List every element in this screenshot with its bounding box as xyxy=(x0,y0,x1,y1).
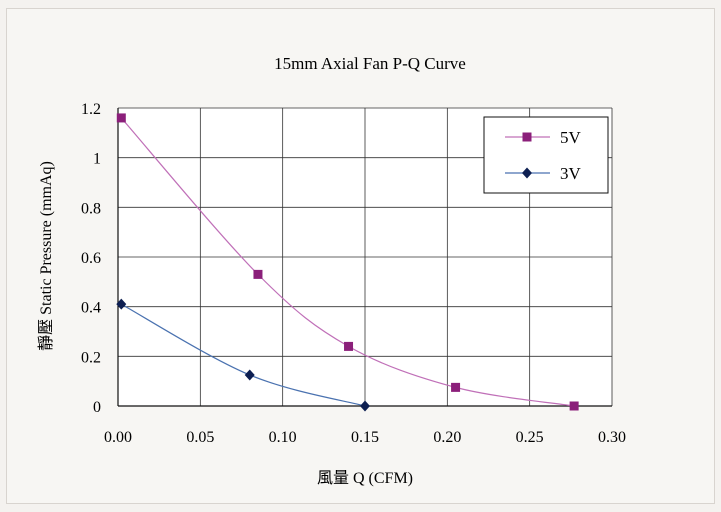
y-tick-label: 0.6 xyxy=(81,250,101,267)
y-axis-title: 靜壓 Static Pressure (mmAq) xyxy=(37,161,55,351)
data-point-3v xyxy=(360,400,370,412)
y-tick-label: 1.2 xyxy=(81,101,101,118)
data-point-5v xyxy=(451,382,461,392)
x-tick-label: 0.20 xyxy=(433,429,461,446)
legend-box xyxy=(483,116,609,194)
data-point-5v xyxy=(344,341,354,351)
y-tick-label: 0 xyxy=(93,399,101,416)
data-point-5v xyxy=(253,269,263,279)
x-tick-label: 0.30 xyxy=(598,429,626,446)
y-tick-label: 0.2 xyxy=(81,349,101,366)
legend: 5V 3V xyxy=(483,116,609,194)
data-point-5v xyxy=(116,113,126,123)
series-layer xyxy=(116,113,579,412)
legend-marker-5v xyxy=(522,132,532,142)
series-3v xyxy=(116,298,370,412)
data-point-3v xyxy=(244,369,255,381)
x-tick-label: 0.00 xyxy=(104,429,132,446)
x-tick-labels: 0.00 0.05 0.10 0.15 0.20 0.25 0.30 xyxy=(104,429,626,446)
legend-label-5v: 5V xyxy=(560,128,582,147)
data-point-5v xyxy=(569,401,579,411)
chart-title: 15mm Axial Fan P-Q Curve xyxy=(274,54,466,73)
data-point-3v xyxy=(116,298,127,310)
x-tick-label: 0.25 xyxy=(516,429,544,446)
legend-label-3v: 3V xyxy=(560,164,582,183)
x-tick-label: 0.10 xyxy=(269,429,297,446)
y-tick-labels: 0 0.2 0.4 0.6 0.8 1 1.2 xyxy=(81,101,101,416)
series-5v xyxy=(116,113,579,411)
y-tick-label: 0.8 xyxy=(81,200,101,217)
x-tick-label: 0.15 xyxy=(351,429,379,446)
y-tick-label: 0.4 xyxy=(81,300,101,317)
x-tick-label: 0.05 xyxy=(186,429,214,446)
x-axis-title: 風量 Q (CFM) xyxy=(317,470,413,487)
y-tick-label: 1 xyxy=(93,151,101,168)
legend-marker-3v xyxy=(522,167,532,179)
series-line-5v xyxy=(120,117,575,407)
